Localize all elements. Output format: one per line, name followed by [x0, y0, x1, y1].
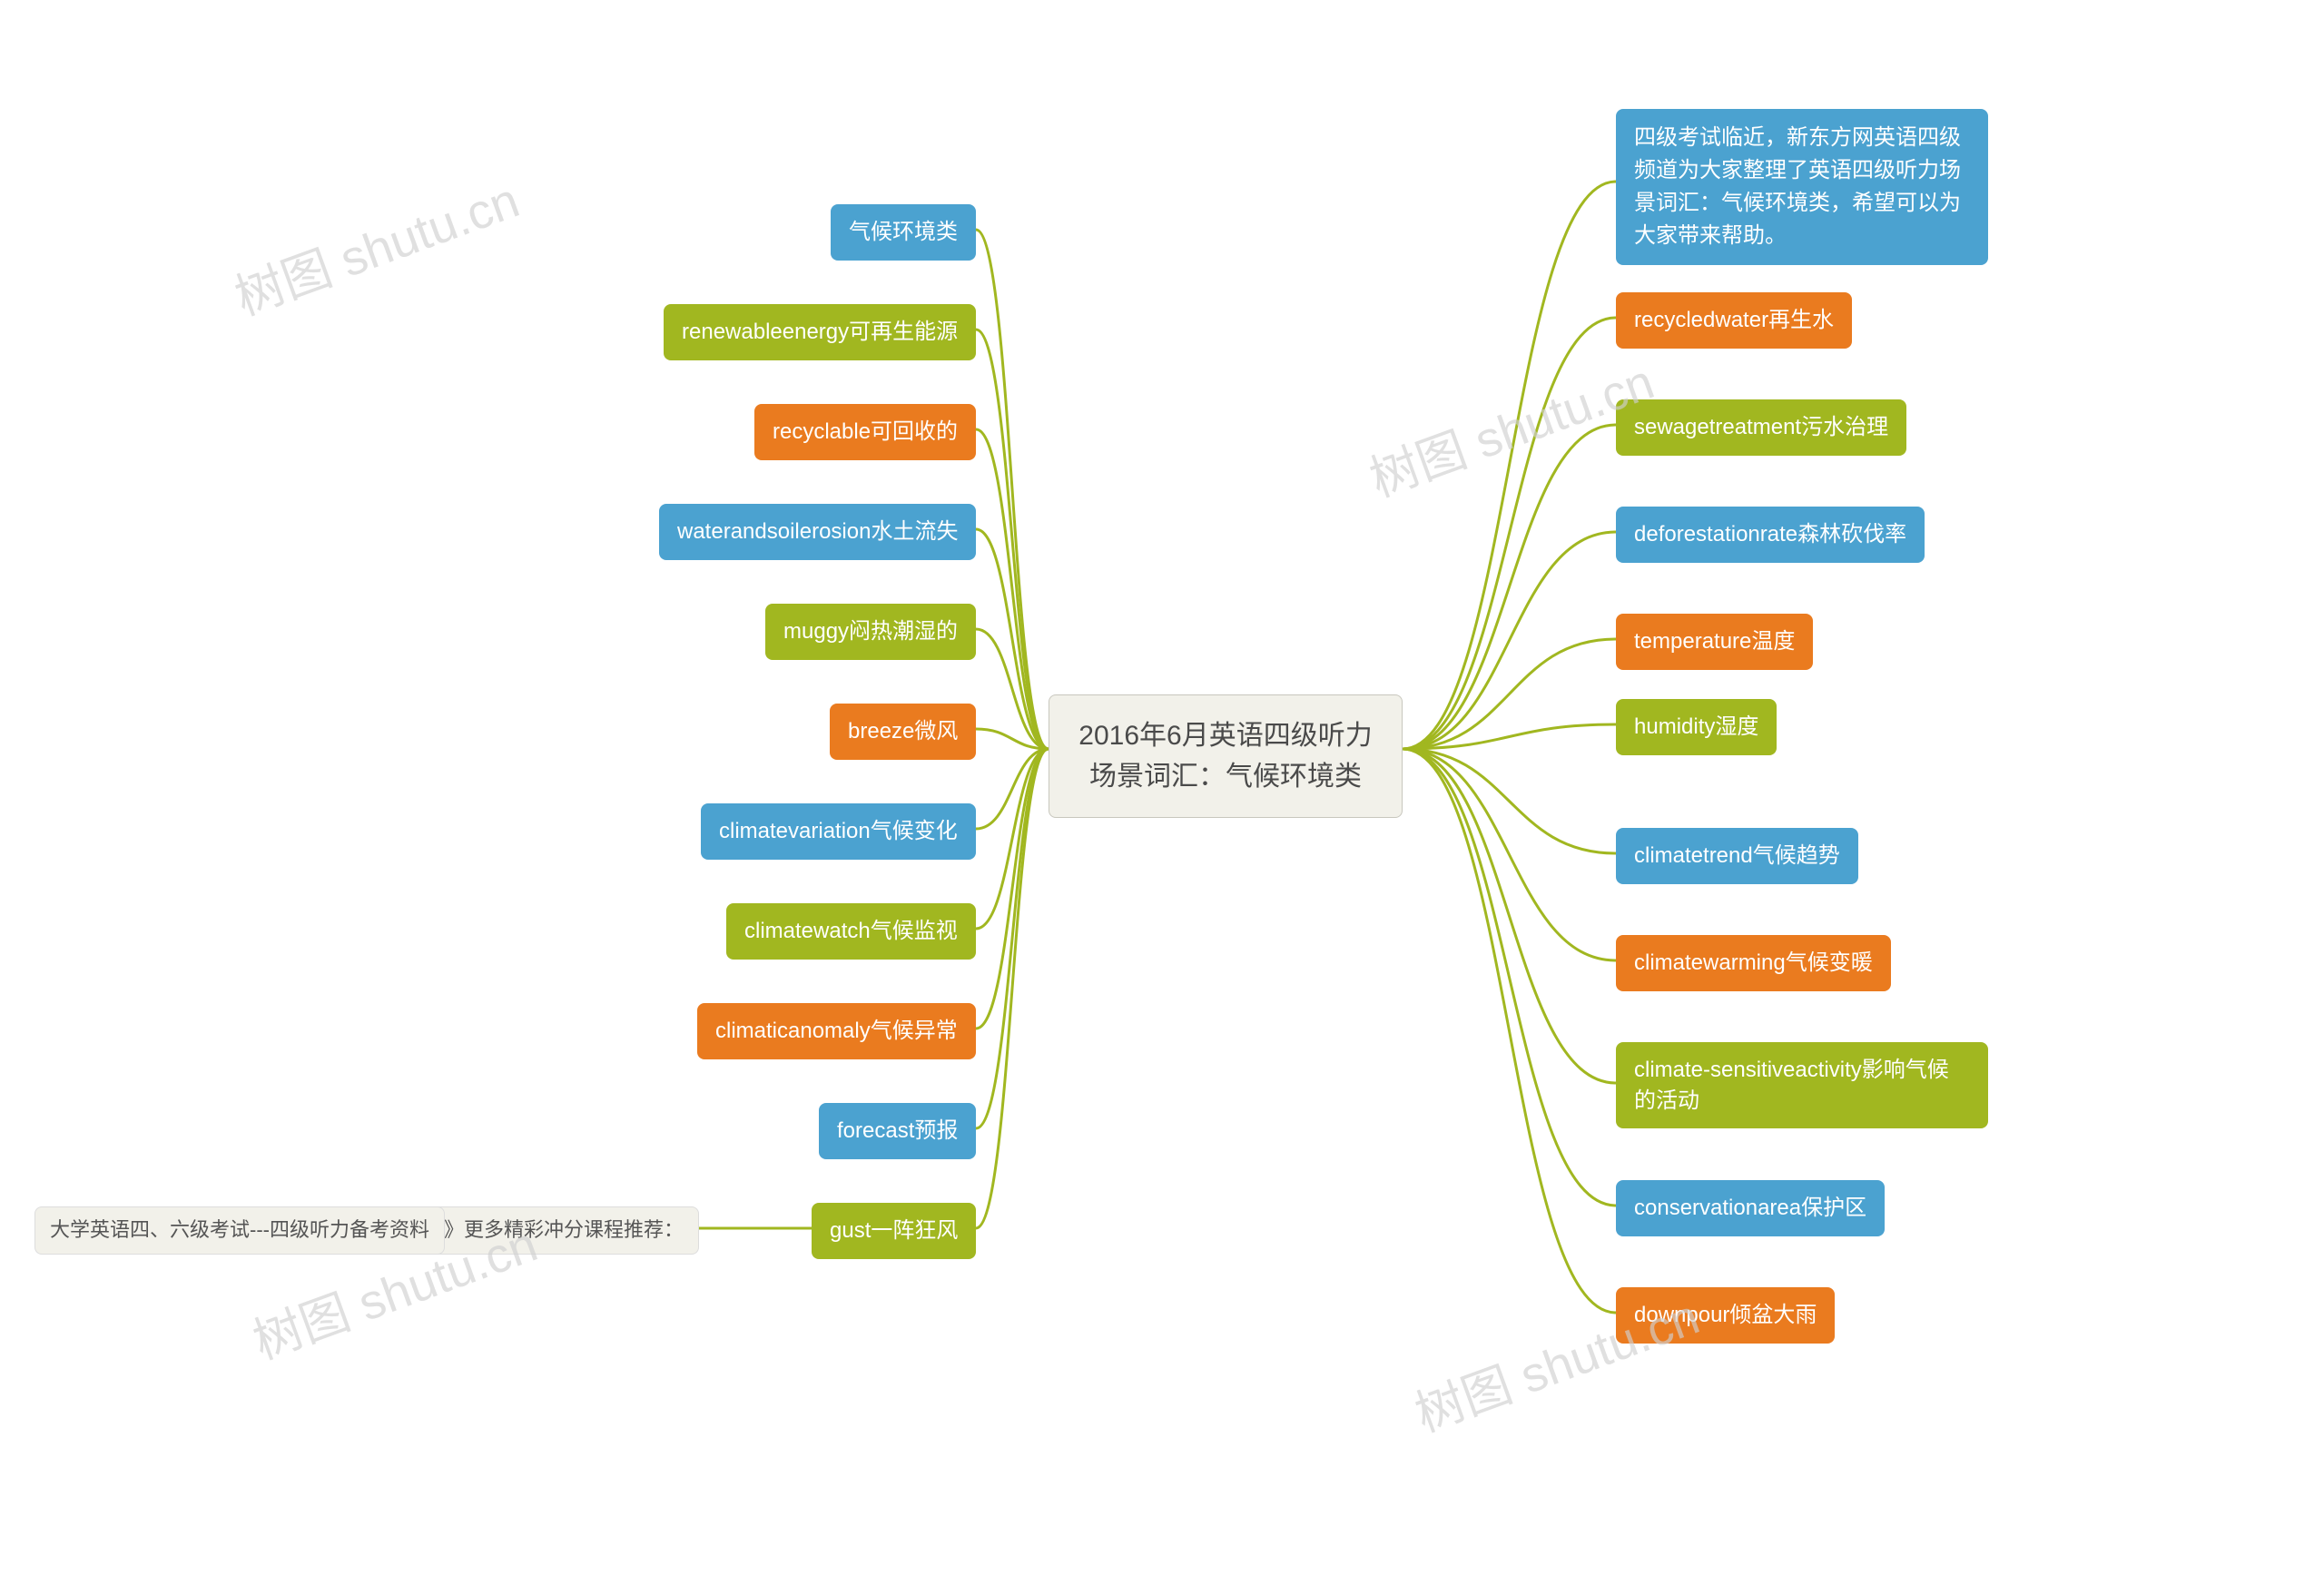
node-label-deforestation: deforestationrate森林砍伐率	[1634, 522, 1906, 546]
node-temperature: temperature温度	[1616, 614, 1813, 670]
node-label-gust: gust一阵狂风	[830, 1218, 958, 1243]
node-recyclable: recyclable可回收的	[754, 404, 976, 460]
node-label-downpour: downpour倾盆大雨	[1634, 1303, 1817, 1327]
node-climate-env: 气候环境类	[831, 204, 976, 261]
node-forecast: forecast预报	[819, 1103, 976, 1159]
node-climatetrend: climatetrend气候趋势	[1616, 828, 1858, 884]
center-node: 2016年6月英语四级听力 场景词汇：气候环境类	[1049, 694, 1403, 818]
node-label-intro: 四级考试临近，新东方网英语四级频道为大家整理了英语四级听力场景词汇：气候环境类，…	[1634, 125, 1961, 248]
node-climatewatch: climatewatch气候监视	[726, 903, 976, 960]
watermark-0: 树图 shutu.cn	[223, 160, 527, 329]
node-label-anomaly: climaticanomaly气候异常	[715, 1019, 958, 1043]
node-climatesensitive: climate-sensitiveactivity影响气候的活动	[1616, 1042, 1988, 1128]
node-humidity: humidity湿度	[1616, 699, 1777, 755]
node-watersoil: waterandsoilerosion水土流失	[659, 504, 976, 560]
node-conservation: conservationarea保护区	[1616, 1180, 1885, 1236]
node-label-climatewatch: climatewatch气候监视	[744, 919, 958, 943]
node-label-climatetrend: climatetrend气候趋势	[1634, 843, 1840, 868]
node-renewable: renewableenergy可再生能源	[664, 304, 976, 360]
node-label-recyclable: recyclable可回收的	[773, 419, 958, 444]
node-label-climate-env: 气候环境类	[849, 220, 958, 244]
node-gust: gust一阵狂风	[812, 1203, 976, 1259]
node-label-forecast: forecast预报	[837, 1118, 958, 1143]
node-sewage: sewagetreatment污水治理	[1616, 399, 1906, 456]
node-climatewarming: climatewarming气候变暖	[1616, 935, 1891, 991]
node-climatevar: climatevariation气候变化	[701, 803, 976, 860]
node-label-climatesensitive: climate-sensitiveactivity影响气候的活动	[1634, 1058, 1949, 1113]
node-label-recycledwater: recycledwater再生水	[1634, 308, 1834, 332]
node-downpour: downpour倾盆大雨	[1616, 1287, 1835, 1344]
node-label-climatewarming: climatewarming气候变暖	[1634, 950, 1873, 975]
node-label-watersoil: waterandsoilerosion水土流失	[677, 519, 958, 544]
node-label-breeze: breeze微风	[848, 719, 958, 743]
node-label-temperature: temperature温度	[1634, 629, 1795, 654]
footer-node-2: 大学英语四、六级考试---四级听力备考资料	[34, 1206, 445, 1255]
center-line2: 场景词汇：气候环境类	[1089, 762, 1362, 792]
node-label-sewage: sewagetreatment污水治理	[1634, 415, 1888, 439]
center-line1: 2016年6月英语四级听力	[1078, 721, 1372, 751]
node-label-renewable: renewableenergy可再生能源	[682, 320, 958, 344]
node-deforestation: deforestationrate森林砍伐率	[1616, 507, 1925, 563]
node-label-climatevar: climatevariation气候变化	[719, 819, 958, 843]
footer-node-1: 》》更多精彩冲分课程推荐：	[419, 1206, 699, 1255]
node-muggy: muggy闷热潮湿的	[765, 604, 976, 660]
node-intro: 四级考试临近，新东方网英语四级频道为大家整理了英语四级听力场景词汇：气候环境类，…	[1616, 109, 1988, 265]
node-anomaly: climaticanomaly气候异常	[697, 1003, 976, 1059]
node-label-conservation: conservationarea保护区	[1634, 1196, 1866, 1220]
node-label-muggy: muggy闷热潮湿的	[783, 619, 958, 644]
node-breeze: breeze微风	[830, 704, 976, 760]
node-recycledwater: recycledwater再生水	[1616, 292, 1852, 349]
node-label-humidity: humidity湿度	[1634, 714, 1758, 739]
